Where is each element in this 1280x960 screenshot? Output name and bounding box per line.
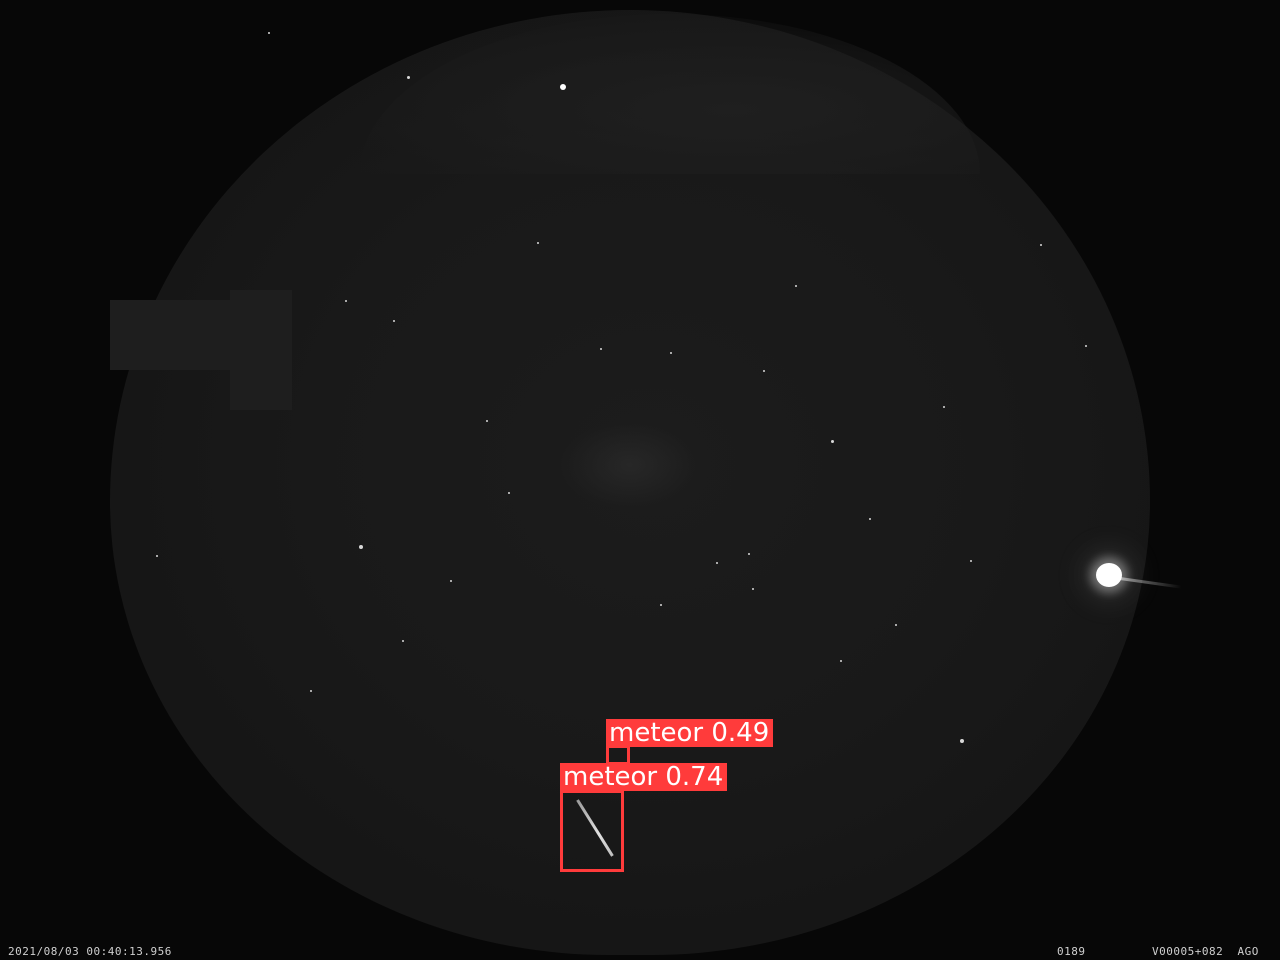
frame-number-overlay: 0189 [1057,945,1086,958]
star [670,352,672,354]
star [156,555,158,557]
star [748,553,750,555]
star [660,604,662,606]
sky-rim-glow [360,14,980,174]
timestamp-overlay: 2021/08/03 00:40:13.956 [8,945,172,958]
privacy-mask [230,290,292,410]
milky-way-haze [560,420,700,510]
star [840,660,842,662]
star [310,690,312,692]
star [1040,244,1042,246]
star [1085,345,1087,347]
star [869,518,871,520]
star [359,545,363,549]
star [795,285,797,287]
star [943,406,945,408]
star [537,242,539,244]
detection-box [560,790,624,872]
star [407,76,410,79]
star [752,588,754,590]
star [450,580,452,582]
star [716,562,718,564]
star [763,370,765,372]
moon [1096,563,1122,587]
detection-box [606,745,630,765]
detection-label: meteor 0.74 [560,763,728,791]
star [970,560,972,562]
star [345,300,347,302]
star [895,624,897,626]
star [393,320,395,322]
camera-code-overlay: V00005+082 AGO [1152,945,1259,958]
star [402,640,404,642]
star [960,739,964,743]
star [831,440,834,443]
star [268,32,270,34]
star [600,348,602,350]
star [508,492,510,494]
detection-label: meteor 0.49 [606,719,774,747]
star [560,84,566,90]
star [486,420,488,422]
